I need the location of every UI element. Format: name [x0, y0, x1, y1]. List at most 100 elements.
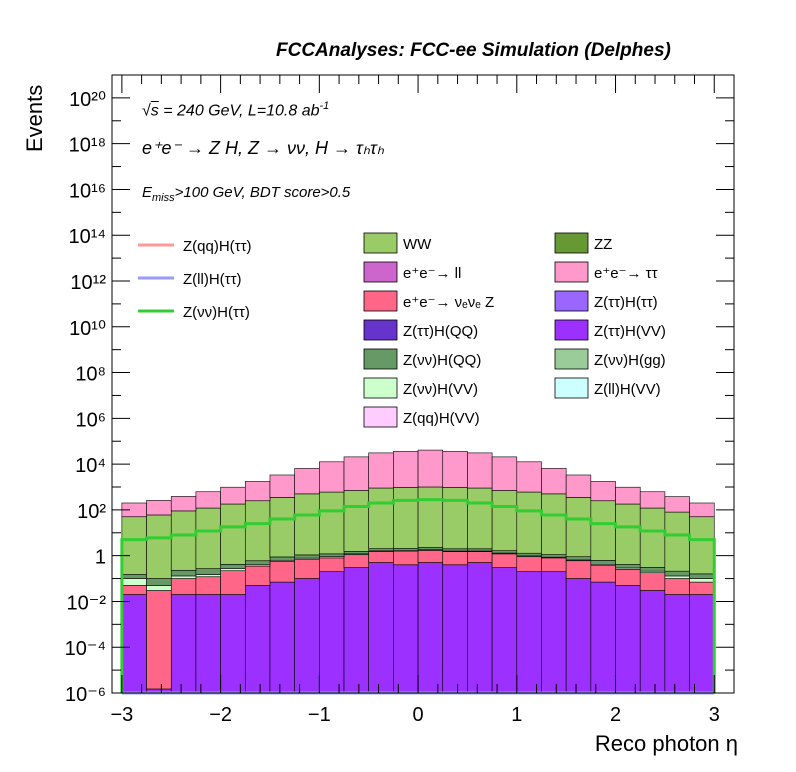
bar-1-21 — [639, 572, 666, 591]
bar-4-17 — [541, 493, 567, 555]
bar-4-0 — [121, 516, 147, 575]
cuts-annotation: Emiss>100 GeV, BDT score>0.5 — [142, 184, 350, 204]
bar-4-1 — [146, 514, 172, 579]
y-tick-label: 10⁻⁴ — [65, 638, 106, 660]
bar-3-23 — [689, 573, 715, 579]
x-tick-label: −1 — [308, 704, 331, 726]
bar-4-15 — [491, 490, 518, 551]
bar-1-3 — [195, 576, 221, 595]
bar-3-14 — [467, 548, 493, 552]
bar-0-22 — [664, 594, 690, 694]
bar-5-12 — [417, 449, 444, 488]
x-tick-label: 3 — [709, 704, 720, 726]
legend-box-7 — [554, 319, 589, 341]
legend-box-3 — [554, 261, 589, 283]
y-axis: 10⁻⁶ 10⁻⁴ 10⁻² 1 10² 10⁴ 10⁶ 10⁸ 10¹⁰ 10¹² 10¹⁴ 10¹… — [65, 74, 734, 706]
y-tick-label: 10¹⁶ — [69, 180, 106, 202]
bar-3-0 — [121, 574, 147, 579]
bar-5-4 — [220, 486, 246, 505]
bar-3-10 — [368, 548, 394, 552]
y-tick-label: 10¹² — [70, 272, 106, 294]
x-axis-label: Reco photon η — [594, 731, 738, 756]
legend-box-label-12: Z(qq)H(VV) — [403, 410, 480, 427]
bar-3-4 — [220, 563, 246, 569]
bar-3-17 — [541, 554, 567, 558]
bar-2-23 — [689, 578, 715, 583]
bar-0-11 — [393, 564, 419, 694]
bar-5-11 — [393, 451, 419, 488]
bar-3-11 — [393, 548, 419, 551]
bar-5-22 — [664, 496, 690, 513]
bar-1-1 — [146, 590, 172, 690]
legend-box-6 — [363, 319, 398, 341]
bar-0-12 — [417, 562, 444, 694]
sqrt-s: s — [150, 102, 159, 120]
legend-backgrounds: WW ZZ e⁺e⁻→ ll e⁺e⁻→ ττ e⁺e⁻→ νₑνₑ Z Z(ττ)H(τ… — [363, 232, 666, 428]
legend-box-label-10: Z(νν)H(VV) — [403, 381, 478, 398]
bar-5-23 — [689, 502, 715, 518]
y-tick-label: 10⁴ — [75, 455, 106, 477]
bar-1-14 — [467, 551, 493, 563]
legend-box-label-6: Z(ττ)H(QQ) — [403, 323, 478, 340]
energy-lumi-annotation: √s = 240 GeV, L=10.8 ab-1 — [142, 100, 330, 120]
bar-4-19 — [590, 500, 616, 561]
bar-3-18 — [565, 556, 592, 561]
bar-4-21 — [639, 507, 666, 568]
bar-3-16 — [516, 552, 542, 557]
y-tick-label: 10¹⁰ — [69, 318, 106, 340]
bar-3-3 — [195, 568, 221, 575]
bar-1-7 — [294, 558, 320, 579]
bar-1-2 — [170, 578, 197, 595]
y-tick-label: 10⁻² — [67, 592, 107, 614]
legend-signals: Z(qq)H(ττ) Z(ll)H(ττ) Z(νν)H(ττ) — [138, 238, 252, 321]
legend-box-1 — [554, 232, 589, 254]
bar-3-13 — [442, 548, 468, 552]
bar-0-0 — [121, 594, 147, 694]
bar-0-17 — [541, 571, 567, 694]
bar-1-22 — [664, 578, 690, 595]
bar-4-3 — [195, 507, 221, 569]
bar-1-8 — [319, 557, 345, 572]
bar-1-17 — [541, 557, 567, 572]
bar-2-22 — [664, 575, 690, 579]
bar-1-9 — [343, 554, 369, 568]
legend-box-0 — [363, 232, 398, 254]
bar-3-7 — [294, 554, 320, 559]
bar-0-2 — [170, 594, 197, 694]
bar-3-8 — [319, 553, 345, 558]
legend-box-label-11: Z(ll)H(VV) — [594, 381, 661, 398]
x-tick-label: 0 — [413, 704, 424, 726]
y-tick-label: 10⁸ — [75, 364, 106, 386]
bar-5-19 — [590, 481, 616, 502]
bar-5-18 — [565, 474, 592, 498]
bar-5-16 — [516, 461, 542, 493]
bar-1-13 — [442, 551, 468, 566]
x-tick-label: −3 — [110, 704, 133, 726]
bar-3-1 — [146, 578, 172, 586]
bar-5-15 — [491, 456, 518, 491]
bar-5-14 — [467, 452, 493, 489]
bar-1-12 — [417, 550, 444, 563]
bar-4-11 — [393, 487, 419, 549]
bar-1-5 — [244, 565, 271, 586]
y-tick-label: 10²⁰ — [69, 89, 106, 111]
bar-4-9 — [343, 490, 369, 552]
y-axis-label: Events — [22, 84, 47, 152]
legend-box-label-9: Z(νν)H(gg) — [594, 352, 666, 369]
bar-0-13 — [442, 564, 468, 694]
x-tick-label: 2 — [610, 704, 621, 726]
bar-0-20 — [615, 585, 641, 694]
legend-box-label-5: Z(ττ)H(ττ) — [594, 294, 658, 311]
bar-2-4 — [220, 568, 246, 572]
bar-3-21 — [639, 567, 666, 572]
bar-5-2 — [170, 496, 197, 512]
bar-5-6 — [269, 474, 295, 498]
bar-4-16 — [516, 491, 542, 554]
bar-5-8 — [319, 461, 345, 493]
bar-0-9 — [343, 567, 369, 694]
bar-1-19 — [590, 565, 616, 583]
bar-0-10 — [368, 562, 394, 694]
stack-bars — [121, 449, 715, 694]
bar-0-6 — [269, 581, 295, 694]
lumi-exponent: -1 — [319, 100, 330, 112]
